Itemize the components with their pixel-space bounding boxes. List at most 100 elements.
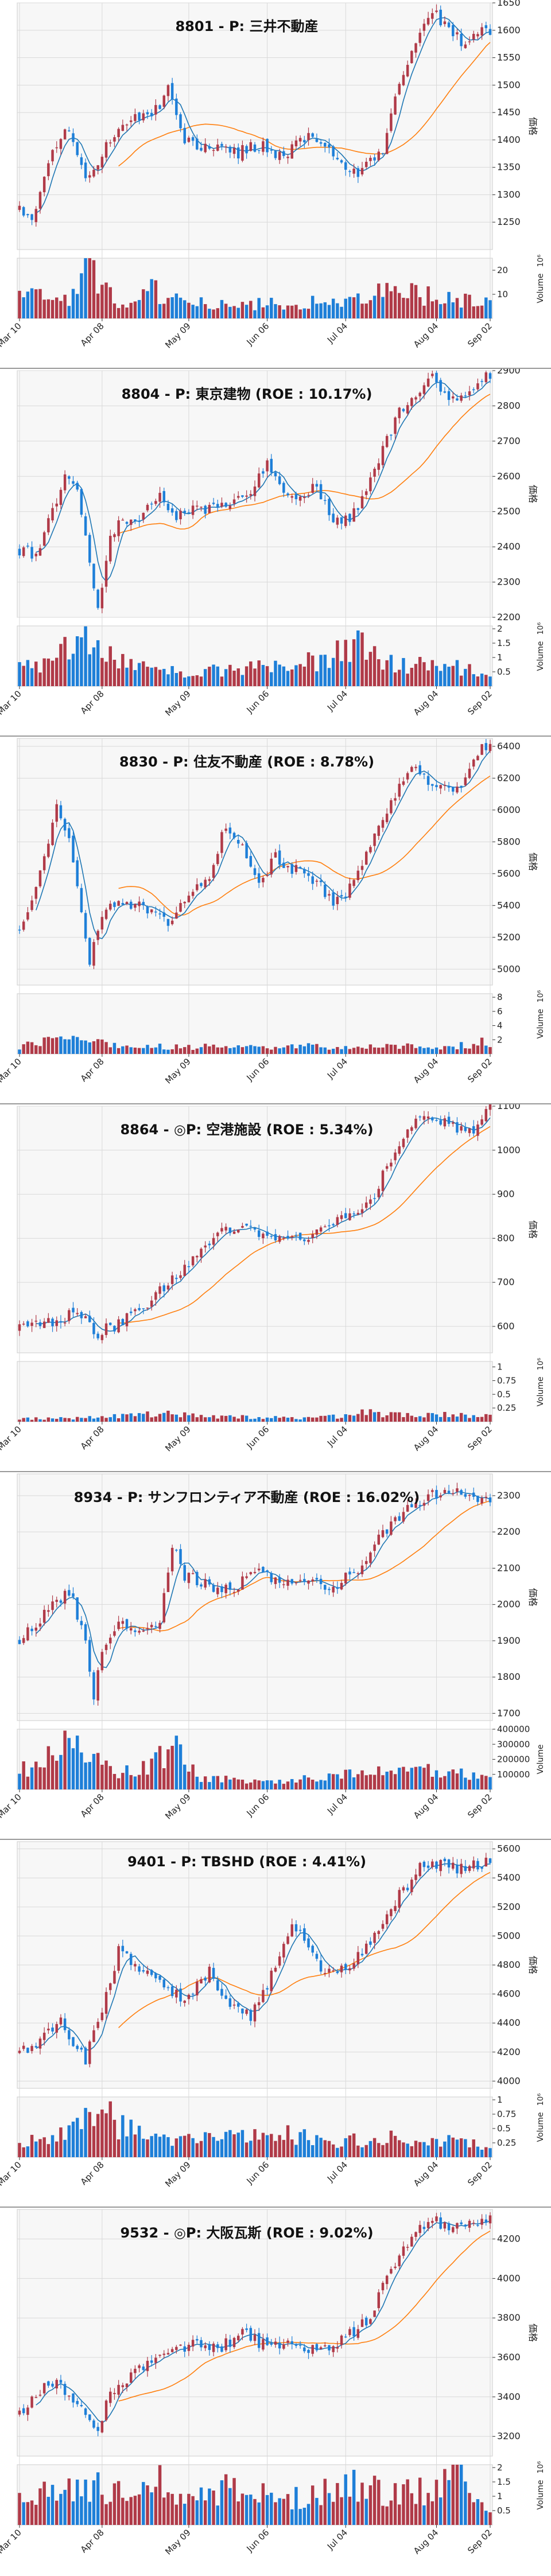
candle-body	[464, 1127, 467, 1131]
candle-body	[236, 1229, 240, 1233]
volume-bar	[71, 1036, 75, 1054]
candle-body	[170, 2349, 174, 2352]
volume-bar	[298, 1044, 302, 1054]
candle-body	[278, 151, 281, 160]
volume-bar	[294, 305, 298, 318]
volume-bar	[75, 2479, 79, 2525]
candle-body	[328, 1968, 331, 1973]
x-tick-label: Aug 04	[412, 1424, 440, 1453]
volume-bar	[220, 1782, 224, 1789]
x-tick-label: Mar 10	[0, 1056, 24, 1085]
volume-bar	[372, 1775, 377, 1789]
volume-bar	[344, 298, 347, 318]
candle-body	[104, 2400, 108, 2421]
candle-body	[373, 833, 376, 846]
candle-body	[72, 1308, 75, 1313]
volume-bar	[270, 1780, 273, 1789]
volume-bar	[398, 2140, 401, 2157]
candle-body	[377, 151, 381, 161]
volume-bar	[191, 2496, 195, 2525]
candle-body	[373, 1198, 376, 1199]
candle-body	[18, 205, 21, 210]
candle-body	[200, 1248, 203, 1258]
volume-bar	[447, 1771, 451, 1789]
volume-bar	[294, 1782, 298, 1789]
volume-bar	[302, 1046, 306, 1054]
y-tick-label: 1700	[497, 1707, 521, 1718]
volume-bar	[133, 2134, 137, 2157]
volume-bar	[42, 2137, 46, 2157]
volume-bar	[319, 2505, 323, 2525]
candle-body	[68, 130, 71, 131]
volume-bar	[439, 2497, 443, 2525]
volume-bar	[84, 258, 87, 318]
volume-bar	[26, 1041, 30, 1054]
volume-bar	[224, 303, 228, 318]
volume-bar	[368, 652, 372, 686]
volume-bar	[278, 2498, 281, 2525]
candle-body	[324, 884, 327, 897]
candle-body	[113, 1971, 116, 1984]
volume-bar	[199, 1781, 203, 1789]
candle-body	[175, 98, 178, 115]
candle-body	[92, 563, 95, 589]
y-tick-label: 1100	[497, 1103, 521, 1111]
candle-body	[402, 408, 405, 411]
candle-body	[121, 519, 125, 521]
candle-body	[452, 396, 455, 399]
volume-bar	[38, 289, 42, 318]
volume-tick-label: 1.5	[497, 2477, 511, 2487]
volume-bar	[327, 1773, 331, 1789]
candle-body	[390, 800, 393, 814]
volume-bar	[302, 2129, 306, 2157]
x-tick-label: Aug 04	[412, 321, 440, 349]
candle-body	[257, 873, 261, 883]
volume-bar	[447, 291, 451, 318]
candle-body	[51, 1601, 54, 1610]
candle-body	[92, 169, 95, 177]
volume-bar	[488, 2148, 492, 2157]
volume-bar	[208, 1782, 211, 1789]
volume-tick-label: 0.5	[497, 2505, 511, 2516]
volume-bar	[92, 647, 96, 686]
candle-body	[30, 2046, 33, 2052]
candle-body	[460, 1863, 463, 1874]
candle-body	[216, 144, 219, 151]
volume-bar	[344, 1046, 347, 1054]
candle-body	[249, 1572, 253, 1574]
candle-body	[220, 832, 223, 853]
candle-body	[369, 847, 372, 853]
candle-body	[298, 1929, 302, 1931]
x-tick-label: May 09	[163, 2527, 193, 2557]
volume-bar	[174, 1044, 179, 1054]
candle-body	[443, 1489, 447, 1493]
volume-bar	[348, 1769, 352, 1789]
candle-body	[282, 862, 285, 868]
candle-body	[324, 500, 327, 501]
candle-body	[117, 1319, 120, 1333]
volume-bar	[294, 665, 298, 686]
volume-bar	[245, 1046, 249, 1054]
volume-tick-label: 2	[497, 1034, 503, 1045]
candle-body	[109, 535, 112, 562]
candle-body	[303, 1928, 306, 1941]
candle-body	[303, 140, 306, 143]
volume-bar	[472, 306, 475, 318]
candle-body	[406, 1888, 409, 1890]
candle-body	[443, 391, 447, 393]
volume-bar	[315, 1781, 319, 1789]
volume-bar	[368, 1775, 372, 1789]
candle-body	[100, 2421, 104, 2433]
candle-body	[142, 1308, 145, 1309]
candle-body	[26, 912, 29, 920]
volume-tick-label: 0.25	[497, 1403, 516, 1413]
candle-body	[100, 1652, 104, 1671]
candle-body	[34, 554, 38, 557]
volume-tick-label: 1	[497, 2491, 503, 2501]
volume-bar	[150, 279, 153, 318]
candle-body	[47, 1318, 50, 1323]
volume-bar	[129, 1775, 133, 1789]
candle-body	[34, 2397, 38, 2398]
candle-body	[212, 2344, 215, 2352]
candle-body	[443, 1118, 447, 1127]
